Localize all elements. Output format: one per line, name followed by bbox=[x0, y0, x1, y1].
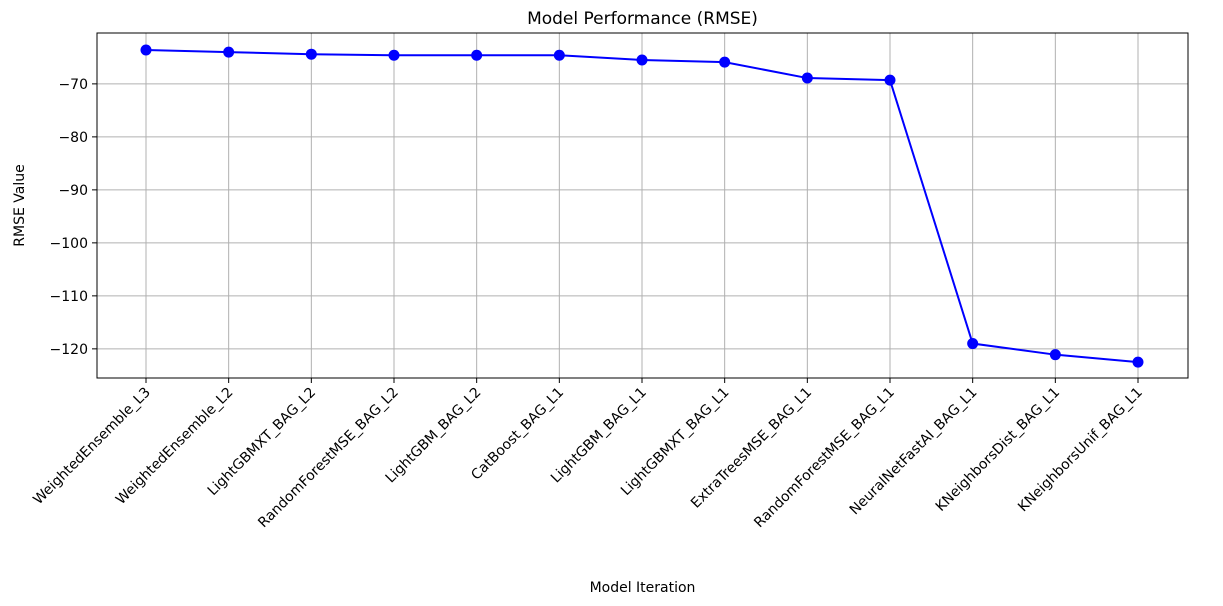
x-tick-label: RandomForestMSE_BAG_L2 bbox=[255, 385, 402, 532]
y-tick-label: −90 bbox=[58, 183, 88, 199]
chart-title: Model Performance (RMSE) bbox=[527, 9, 758, 29]
y-tick-label: −70 bbox=[58, 77, 88, 93]
data-point bbox=[471, 49, 483, 61]
grid-layer bbox=[97, 33, 1188, 378]
y-tick-label: −80 bbox=[58, 130, 88, 146]
series-layer bbox=[140, 44, 1144, 368]
y-axis-title: RMSE Value bbox=[12, 164, 28, 246]
data-point bbox=[719, 56, 731, 68]
data-point bbox=[967, 338, 979, 350]
x-tick-label: RandomForestMSE_BAG_L1 bbox=[751, 385, 898, 532]
data-point bbox=[388, 49, 400, 61]
data-point bbox=[223, 46, 235, 58]
x-tick-label: CatBoost_BAG_L1 bbox=[468, 385, 567, 484]
y-tick-label: −110 bbox=[50, 289, 88, 305]
data-point bbox=[140, 44, 152, 56]
y-tick-label: −120 bbox=[50, 342, 88, 358]
data-point bbox=[1132, 356, 1144, 368]
data-point bbox=[884, 74, 896, 86]
axis-layer: WeightedEnsemble_L3WeightedEnsemble_L2Li… bbox=[30, 77, 1145, 531]
data-point bbox=[1049, 349, 1061, 361]
y-tick-label: −100 bbox=[50, 236, 88, 252]
x-axis-title: Model Iteration bbox=[590, 580, 696, 596]
data-point bbox=[305, 48, 317, 60]
data-point bbox=[636, 54, 648, 66]
data-point bbox=[553, 49, 565, 61]
data-point bbox=[801, 72, 813, 84]
